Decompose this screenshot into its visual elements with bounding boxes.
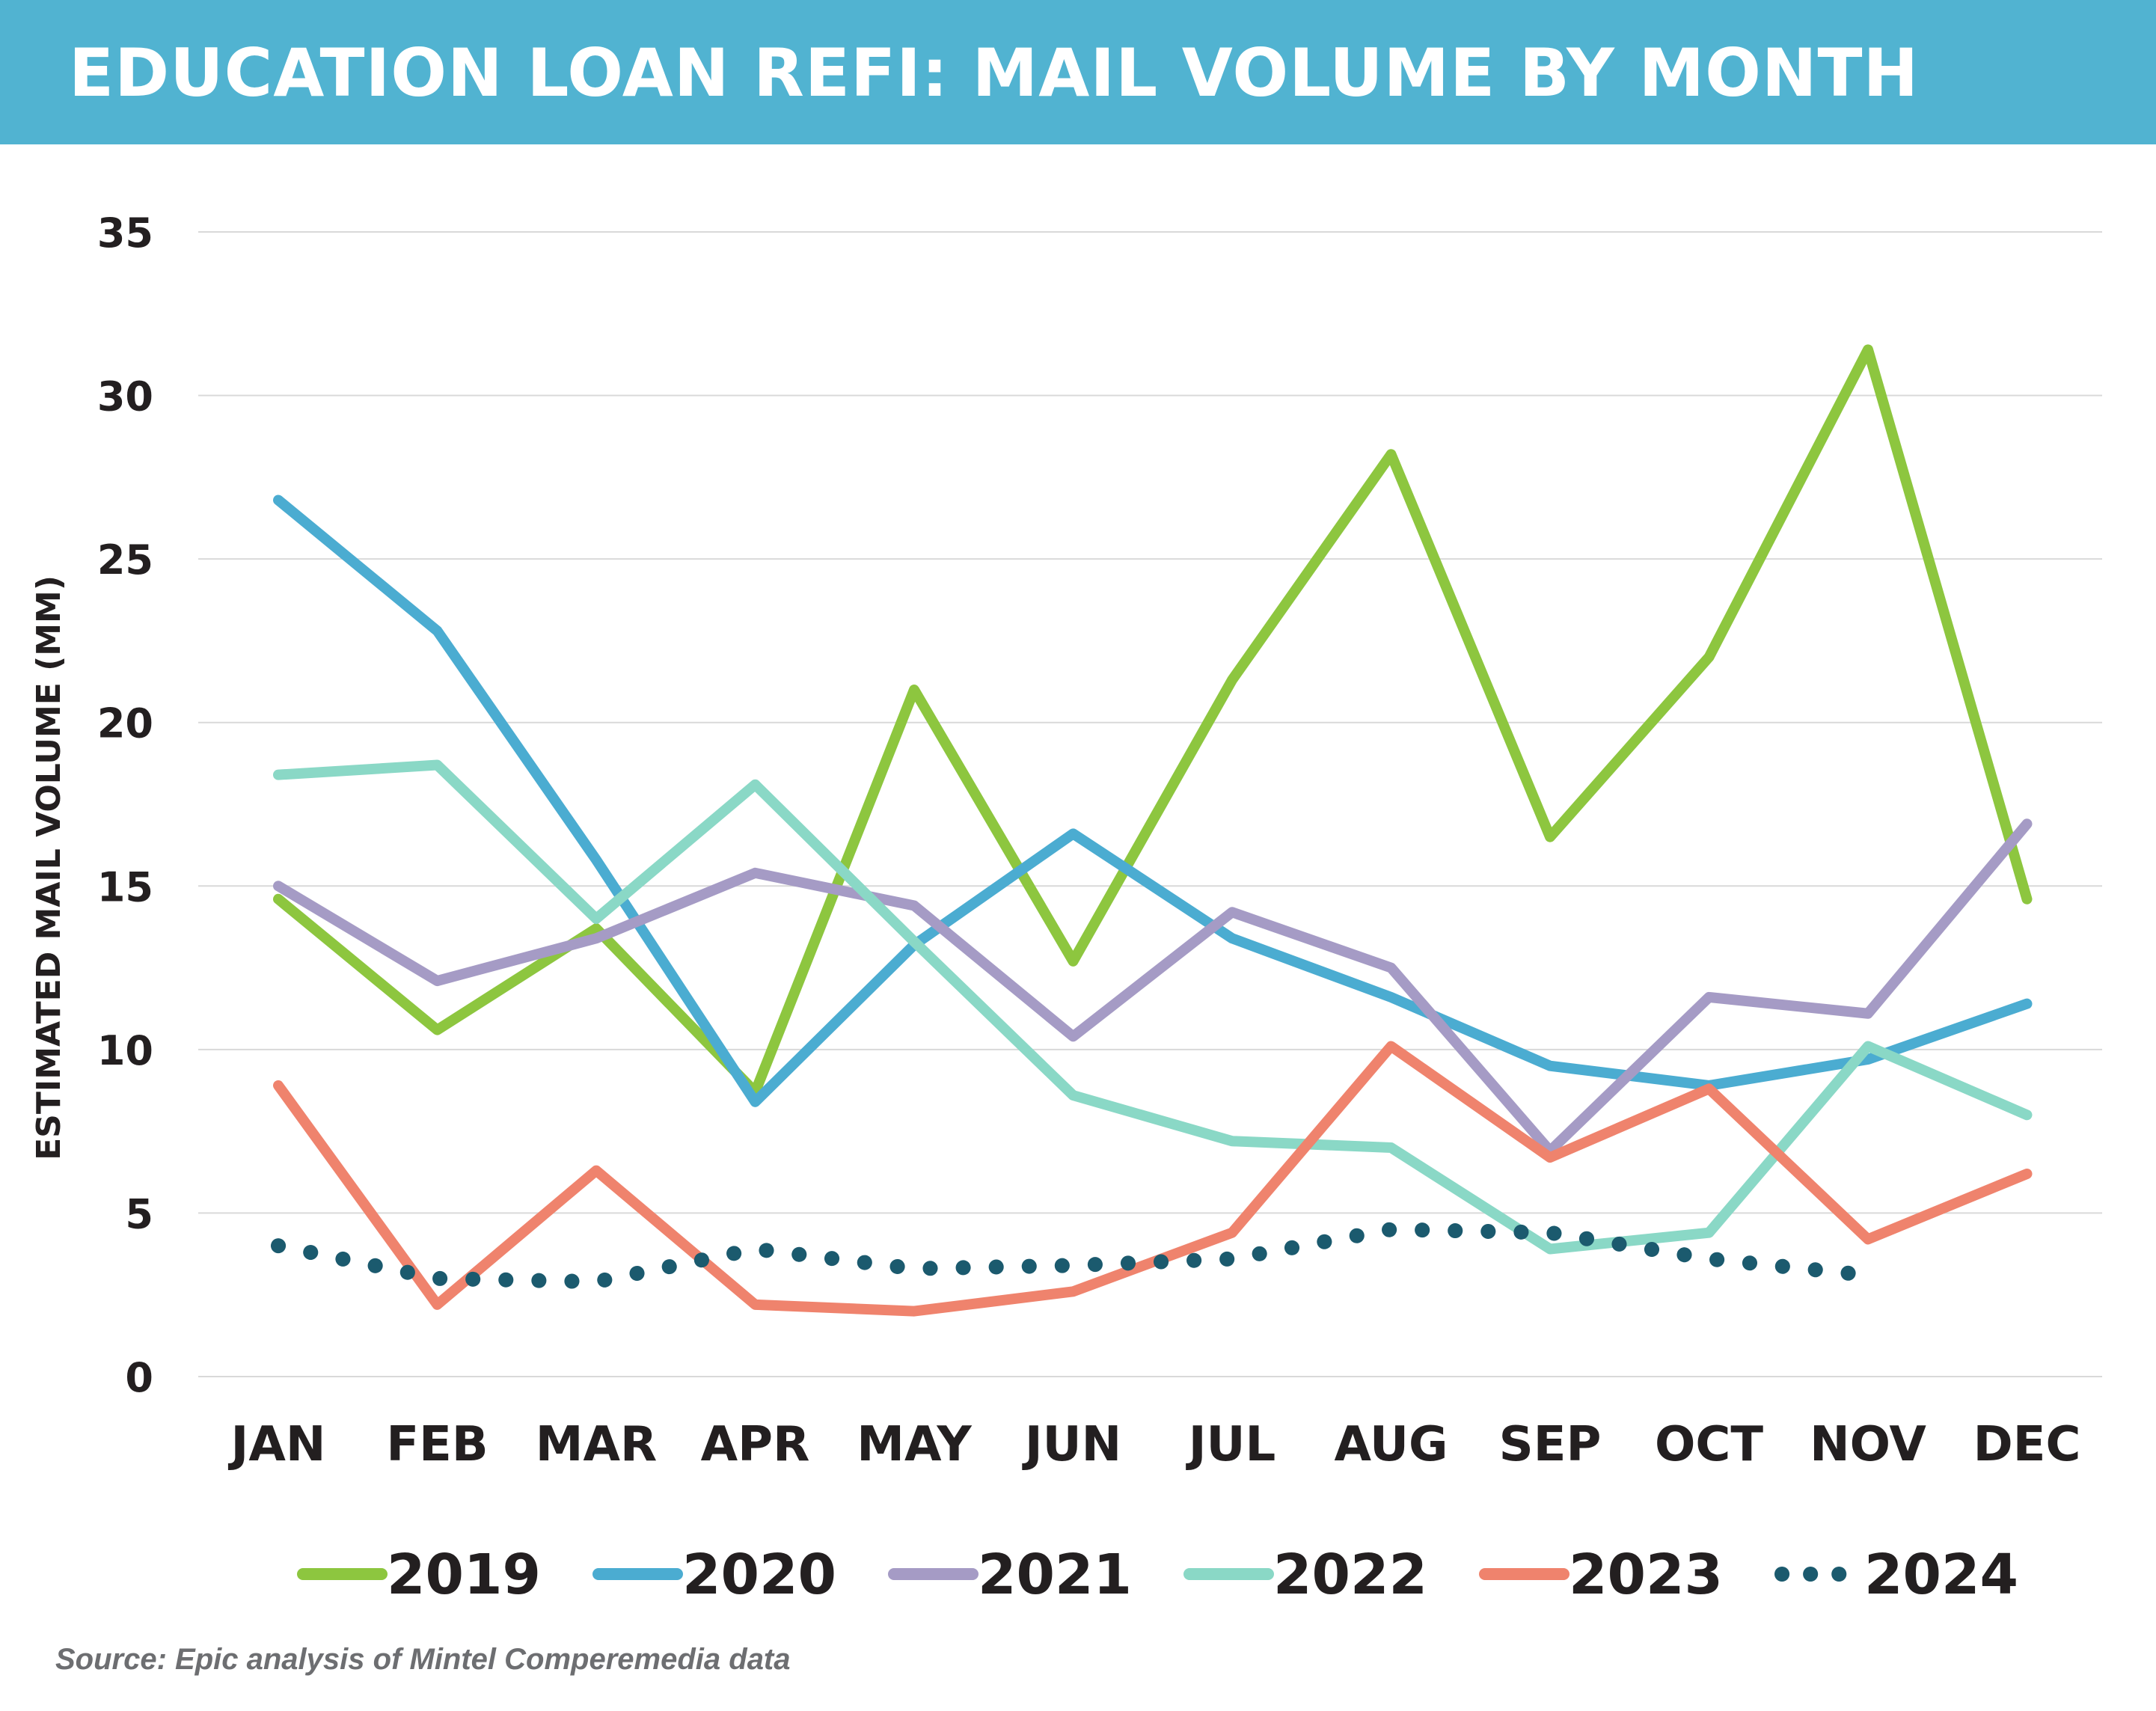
x-tick-label: AUG (1334, 1417, 1448, 1472)
y-tick-label: 35 (97, 209, 153, 257)
x-axis-ticks: JAN FEB MAR APR MAY JUN JUL AUG SEP OCT NOV DEC (228, 1417, 2081, 1472)
legend-label-2020: 2020 (682, 1543, 836, 1607)
gridlines (198, 231, 2102, 1377)
y-tick-label: 0 (125, 1354, 153, 1401)
y-tick-label: 15 (97, 863, 153, 910)
x-tick-label: MAY (857, 1417, 972, 1472)
legend-label-2021: 2021 (978, 1543, 1132, 1607)
series-line-2024 (271, 1222, 1875, 1290)
series-line-2022 (273, 759, 2033, 1255)
series-line-2023 (273, 1041, 2033, 1317)
y-tick-label: 20 (97, 700, 153, 747)
y-axis-label: ESTIMATED MAIL VOLUME (MM) (30, 575, 68, 1160)
y-tick-label: 25 (97, 536, 153, 584)
x-tick-label: MAR (536, 1417, 658, 1472)
x-tick-label: JUN (1022, 1417, 1121, 1472)
source-note: Source: Epic analysis of Mintel Comperem… (55, 1643, 791, 1676)
x-tick-label: NOV (1810, 1417, 1926, 1472)
series-lines (271, 344, 2033, 1317)
legend-label-2022: 2022 (1273, 1543, 1427, 1607)
x-tick-label: SEP (1499, 1417, 1602, 1472)
legend-label-2019: 2019 (387, 1543, 541, 1607)
x-tick-label: DEC (1973, 1417, 2081, 1472)
legend: 2019 2020 2021 2022 2023 2024 (297, 1543, 2018, 1607)
x-tick-label: JAN (228, 1417, 326, 1472)
chart-title: EDUCATION LOAN REFI: MAIL VOLUME BY MONT… (69, 34, 1920, 111)
title-banner: EDUCATION LOAN REFI: MAIL VOLUME BY MONT… (0, 0, 2156, 144)
x-tick-label: APR (701, 1417, 810, 1472)
series-line-2021 (273, 818, 2033, 1157)
x-tick-label: FEB (386, 1417, 488, 1472)
y-tick-label: 30 (97, 373, 153, 420)
y-tick-label: 5 (125, 1190, 153, 1237)
legend-label-2023: 2023 (1569, 1543, 1723, 1607)
legend-label-2024: 2024 (1864, 1543, 2018, 1607)
y-tick-label: 10 (97, 1027, 153, 1074)
x-tick-label: OCT (1655, 1417, 1763, 1472)
y-axis-ticks: 0 5 10 15 20 25 30 35 (97, 209, 153, 1401)
x-tick-label: JUL (1186, 1417, 1276, 1472)
series-line-2020 (273, 495, 2033, 1107)
